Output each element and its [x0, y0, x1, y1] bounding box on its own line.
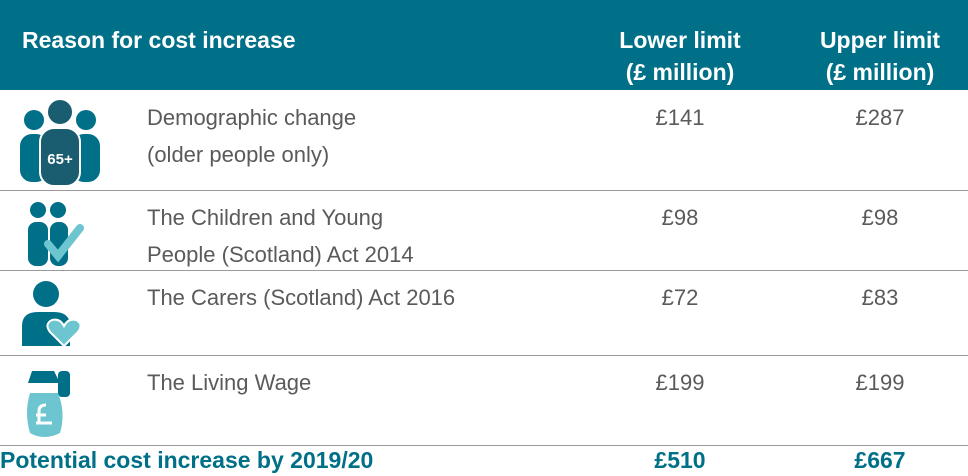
icon-label: 65+	[47, 151, 73, 168]
upper-limit: £98	[861, 205, 899, 230]
upper-limit: £287	[855, 105, 905, 130]
lower-limit: £72	[661, 285, 699, 310]
reason-text: The Children and Young	[147, 205, 384, 230]
header-cell: Lower limit	[619, 27, 741, 53]
header-cell: (£ million)	[625, 59, 735, 85]
total-upper: £667	[854, 447, 906, 473]
total-lower: £510	[654, 447, 706, 473]
lower-limit: £141	[655, 105, 705, 130]
header-cell: Reason for cost increase	[22, 27, 296, 53]
row-separator	[0, 270, 968, 271]
icon-elderly: 65+	[20, 98, 100, 186]
row-separator	[0, 190, 968, 191]
reason-text: The Living Wage	[147, 370, 312, 395]
row-separator	[0, 355, 968, 356]
reason-text: The Carers (Scotland) Act 2016	[147, 285, 456, 310]
row-separator	[0, 445, 968, 446]
icon-carer	[22, 281, 82, 348]
icon-children	[28, 202, 84, 266]
header-bar	[0, 0, 968, 90]
reason-text: (older people only)	[147, 142, 330, 167]
reason-text: Demographic change	[147, 105, 357, 130]
lower-limit: £98	[661, 205, 699, 230]
reason-text: People (Scotland) Act 2014	[147, 242, 414, 267]
upper-limit: £199	[855, 370, 905, 395]
lower-limit: £199	[655, 370, 705, 395]
upper-limit: £83	[861, 285, 899, 310]
icon-wage	[27, 371, 70, 437]
total-label: Potential cost increase by 2019/20	[0, 447, 374, 473]
header-cell: (£ million)	[825, 59, 935, 85]
header-cell: Upper limit	[819, 27, 941, 53]
